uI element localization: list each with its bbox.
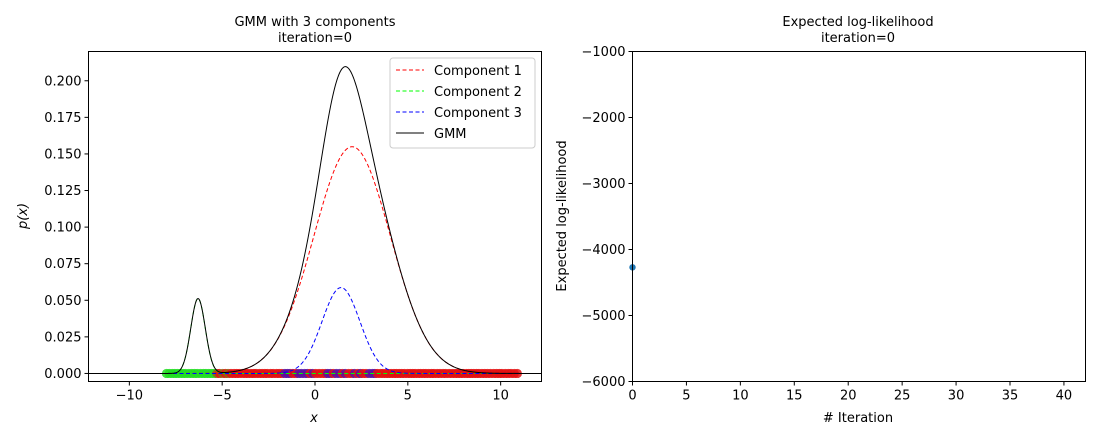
series-line-gmm xyxy=(88,66,542,374)
y-tick-label: 0.000 xyxy=(44,367,81,382)
left-x-axis-label: x xyxy=(309,411,318,426)
y-tick-label: −4000 xyxy=(582,243,626,258)
left-x-axis: −10 −5 0 5 10 xyxy=(116,381,509,404)
legend-label: Component 1 xyxy=(434,64,522,79)
left-plot-area xyxy=(88,66,542,379)
x-tick-label: 15 xyxy=(786,389,803,404)
legend-box xyxy=(389,57,536,149)
right-plot-title: Expected log-likelihood xyxy=(782,15,933,30)
x-tick-label: 0 xyxy=(311,389,319,404)
x-tick-label: 25 xyxy=(894,389,911,404)
y-tick-label: −1000 xyxy=(582,45,626,60)
x-tick-label: 5 xyxy=(404,389,412,404)
right-x-axis: 0 5 10 15 20 25 30 35 40 xyxy=(628,381,1073,404)
right-x-axis-label: # Iteration xyxy=(823,411,893,426)
legend-label: Component 2 xyxy=(434,85,522,100)
left-y-axis: 0.000 0.025 0.050 0.075 0.100 0.125 0.150 0.175… xyxy=(44,74,89,382)
x-tick-label: 40 xyxy=(1056,389,1073,404)
right-y-axis: −6000 −5000 −4000 −3000 −2000 −1000 xyxy=(582,45,633,390)
series-line-component-3 xyxy=(88,287,542,374)
x-tick-label: 30 xyxy=(948,389,965,404)
y-tick-label: −3000 xyxy=(582,177,626,192)
x-tick-label: 5 xyxy=(682,389,690,404)
x-tick-label: 35 xyxy=(1002,389,1019,404)
left-plot-title: GMM with 3 components xyxy=(234,15,395,30)
gmm-density-panel: GMM with 3 components iteration=0 −10 −5 0… xyxy=(16,15,542,426)
y-tick-label: 0.075 xyxy=(44,257,81,272)
y-tick-label: 0.175 xyxy=(44,111,81,126)
y-tick-label: 0.125 xyxy=(44,184,81,199)
y-tick-label: −6000 xyxy=(582,375,626,390)
left-plot-subtitle: iteration=0 xyxy=(278,31,352,46)
x-tick-label: 10 xyxy=(732,389,749,404)
x-tick-label: −5 xyxy=(213,389,232,404)
right-y-axis-label: Expected log-likelihood xyxy=(555,140,570,291)
y-tick-label: −2000 xyxy=(582,111,626,126)
y-tick-label: 0.200 xyxy=(44,74,81,89)
y-tick-label: −5000 xyxy=(582,309,626,324)
y-tick-label: 0.150 xyxy=(44,147,81,162)
left-y-axis-label: p(x) xyxy=(16,203,31,230)
y-tick-label: 0.025 xyxy=(44,330,81,345)
legend-label: Component 3 xyxy=(434,106,522,121)
y-tick-label: 0.100 xyxy=(44,221,81,236)
x-tick-label: 0 xyxy=(628,389,636,404)
right-plot-subtitle: iteration=0 xyxy=(821,31,895,46)
series-line-component-2 xyxy=(88,298,542,374)
x-tick-label: −10 xyxy=(116,389,143,404)
legend: Component 1 Component 2 Component 3 GMM xyxy=(389,57,536,149)
right-axes-frame xyxy=(632,51,1086,382)
x-tick-label: 20 xyxy=(840,389,857,404)
y-tick-label: 0.050 xyxy=(44,294,81,309)
x-tick-label: 10 xyxy=(492,389,509,404)
legend-label: GMM xyxy=(434,127,467,142)
log-likelihood-panel: Expected log-likelihood iteration=0 0 5 10… xyxy=(555,15,1086,426)
